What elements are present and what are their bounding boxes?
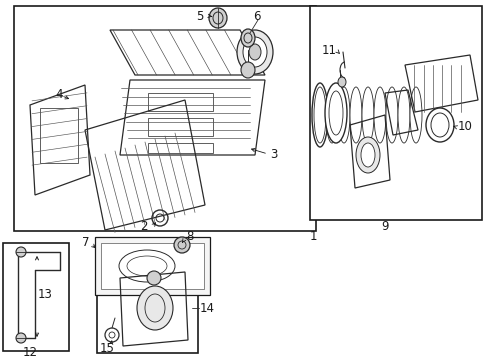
Ellipse shape	[409, 87, 421, 143]
Ellipse shape	[425, 108, 453, 142]
Ellipse shape	[361, 87, 373, 143]
Text: 3: 3	[269, 148, 277, 162]
Ellipse shape	[16, 247, 26, 257]
Ellipse shape	[313, 87, 325, 143]
Text: 12: 12	[22, 346, 38, 360]
Text: 13: 13	[38, 288, 53, 302]
Ellipse shape	[337, 87, 349, 143]
Ellipse shape	[349, 87, 361, 143]
Bar	[97, 262, 198, 353]
Bar	[148, 93, 213, 111]
Text: 9: 9	[381, 220, 388, 233]
Text: 2: 2	[140, 220, 147, 234]
Ellipse shape	[237, 30, 272, 74]
Text: 14: 14	[200, 302, 215, 315]
Ellipse shape	[16, 333, 26, 343]
Bar	[309, 6, 481, 220]
Text: 8: 8	[185, 230, 193, 243]
Text: 6: 6	[252, 9, 260, 22]
Text: 10: 10	[457, 121, 472, 134]
Ellipse shape	[385, 87, 397, 143]
Ellipse shape	[248, 44, 261, 60]
Text: 11: 11	[321, 44, 336, 57]
Ellipse shape	[208, 8, 226, 28]
Text: 4: 4	[55, 89, 62, 102]
Bar	[148, 118, 213, 136]
Ellipse shape	[174, 237, 190, 253]
Ellipse shape	[397, 87, 409, 143]
Ellipse shape	[137, 286, 173, 330]
Ellipse shape	[360, 143, 374, 167]
Ellipse shape	[241, 62, 254, 78]
Ellipse shape	[147, 271, 161, 285]
Text: 5: 5	[196, 9, 203, 22]
Ellipse shape	[119, 250, 175, 282]
Bar	[14, 6, 315, 231]
Ellipse shape	[325, 83, 346, 143]
Bar	[3, 243, 69, 351]
Ellipse shape	[241, 29, 254, 47]
Text: 1: 1	[309, 230, 317, 243]
Ellipse shape	[355, 137, 379, 173]
Ellipse shape	[325, 87, 337, 143]
Bar	[148, 143, 213, 153]
Ellipse shape	[373, 87, 385, 143]
Bar	[95, 237, 209, 295]
Ellipse shape	[337, 77, 346, 87]
Bar	[101, 243, 203, 289]
Text: 15: 15	[100, 342, 114, 355]
Text: 7: 7	[82, 235, 89, 248]
Bar	[40, 108, 78, 163]
Ellipse shape	[243, 37, 266, 67]
